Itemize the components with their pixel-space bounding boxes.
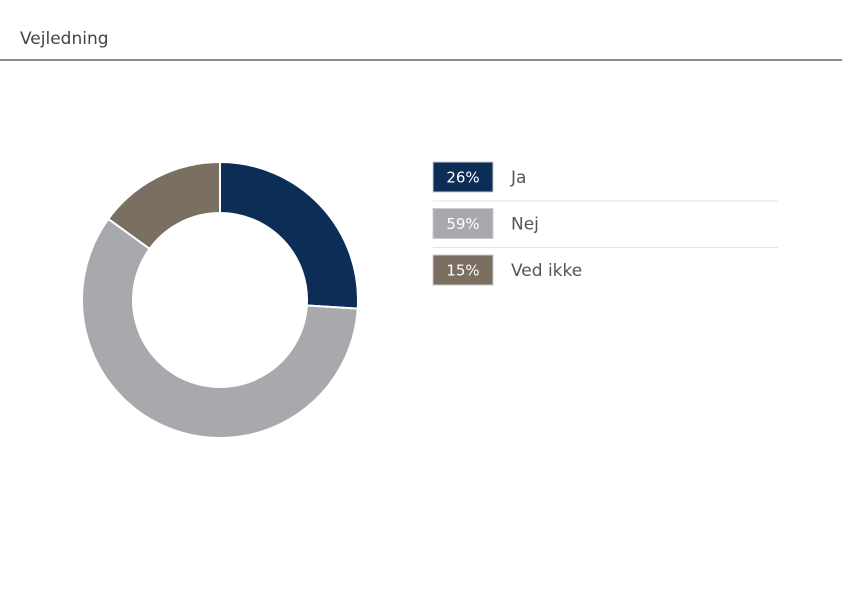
legend-label: Nej (511, 215, 539, 235)
legend-swatch (432, 208, 494, 239)
legend-label: Ved ikke (511, 261, 582, 281)
chart-title: Vejledning (20, 29, 109, 49)
legend-value: 15% (446, 262, 479, 280)
legend-label: Ja (510, 168, 526, 188)
legend-value: 26% (446, 169, 479, 187)
legend-swatch (432, 254, 494, 286)
legend-swatch (432, 161, 494, 193)
wedge (219, 160, 359, 310)
wedge (106, 160, 221, 251)
legend-value: 59% (446, 215, 479, 233)
wedge (81, 217, 359, 439)
